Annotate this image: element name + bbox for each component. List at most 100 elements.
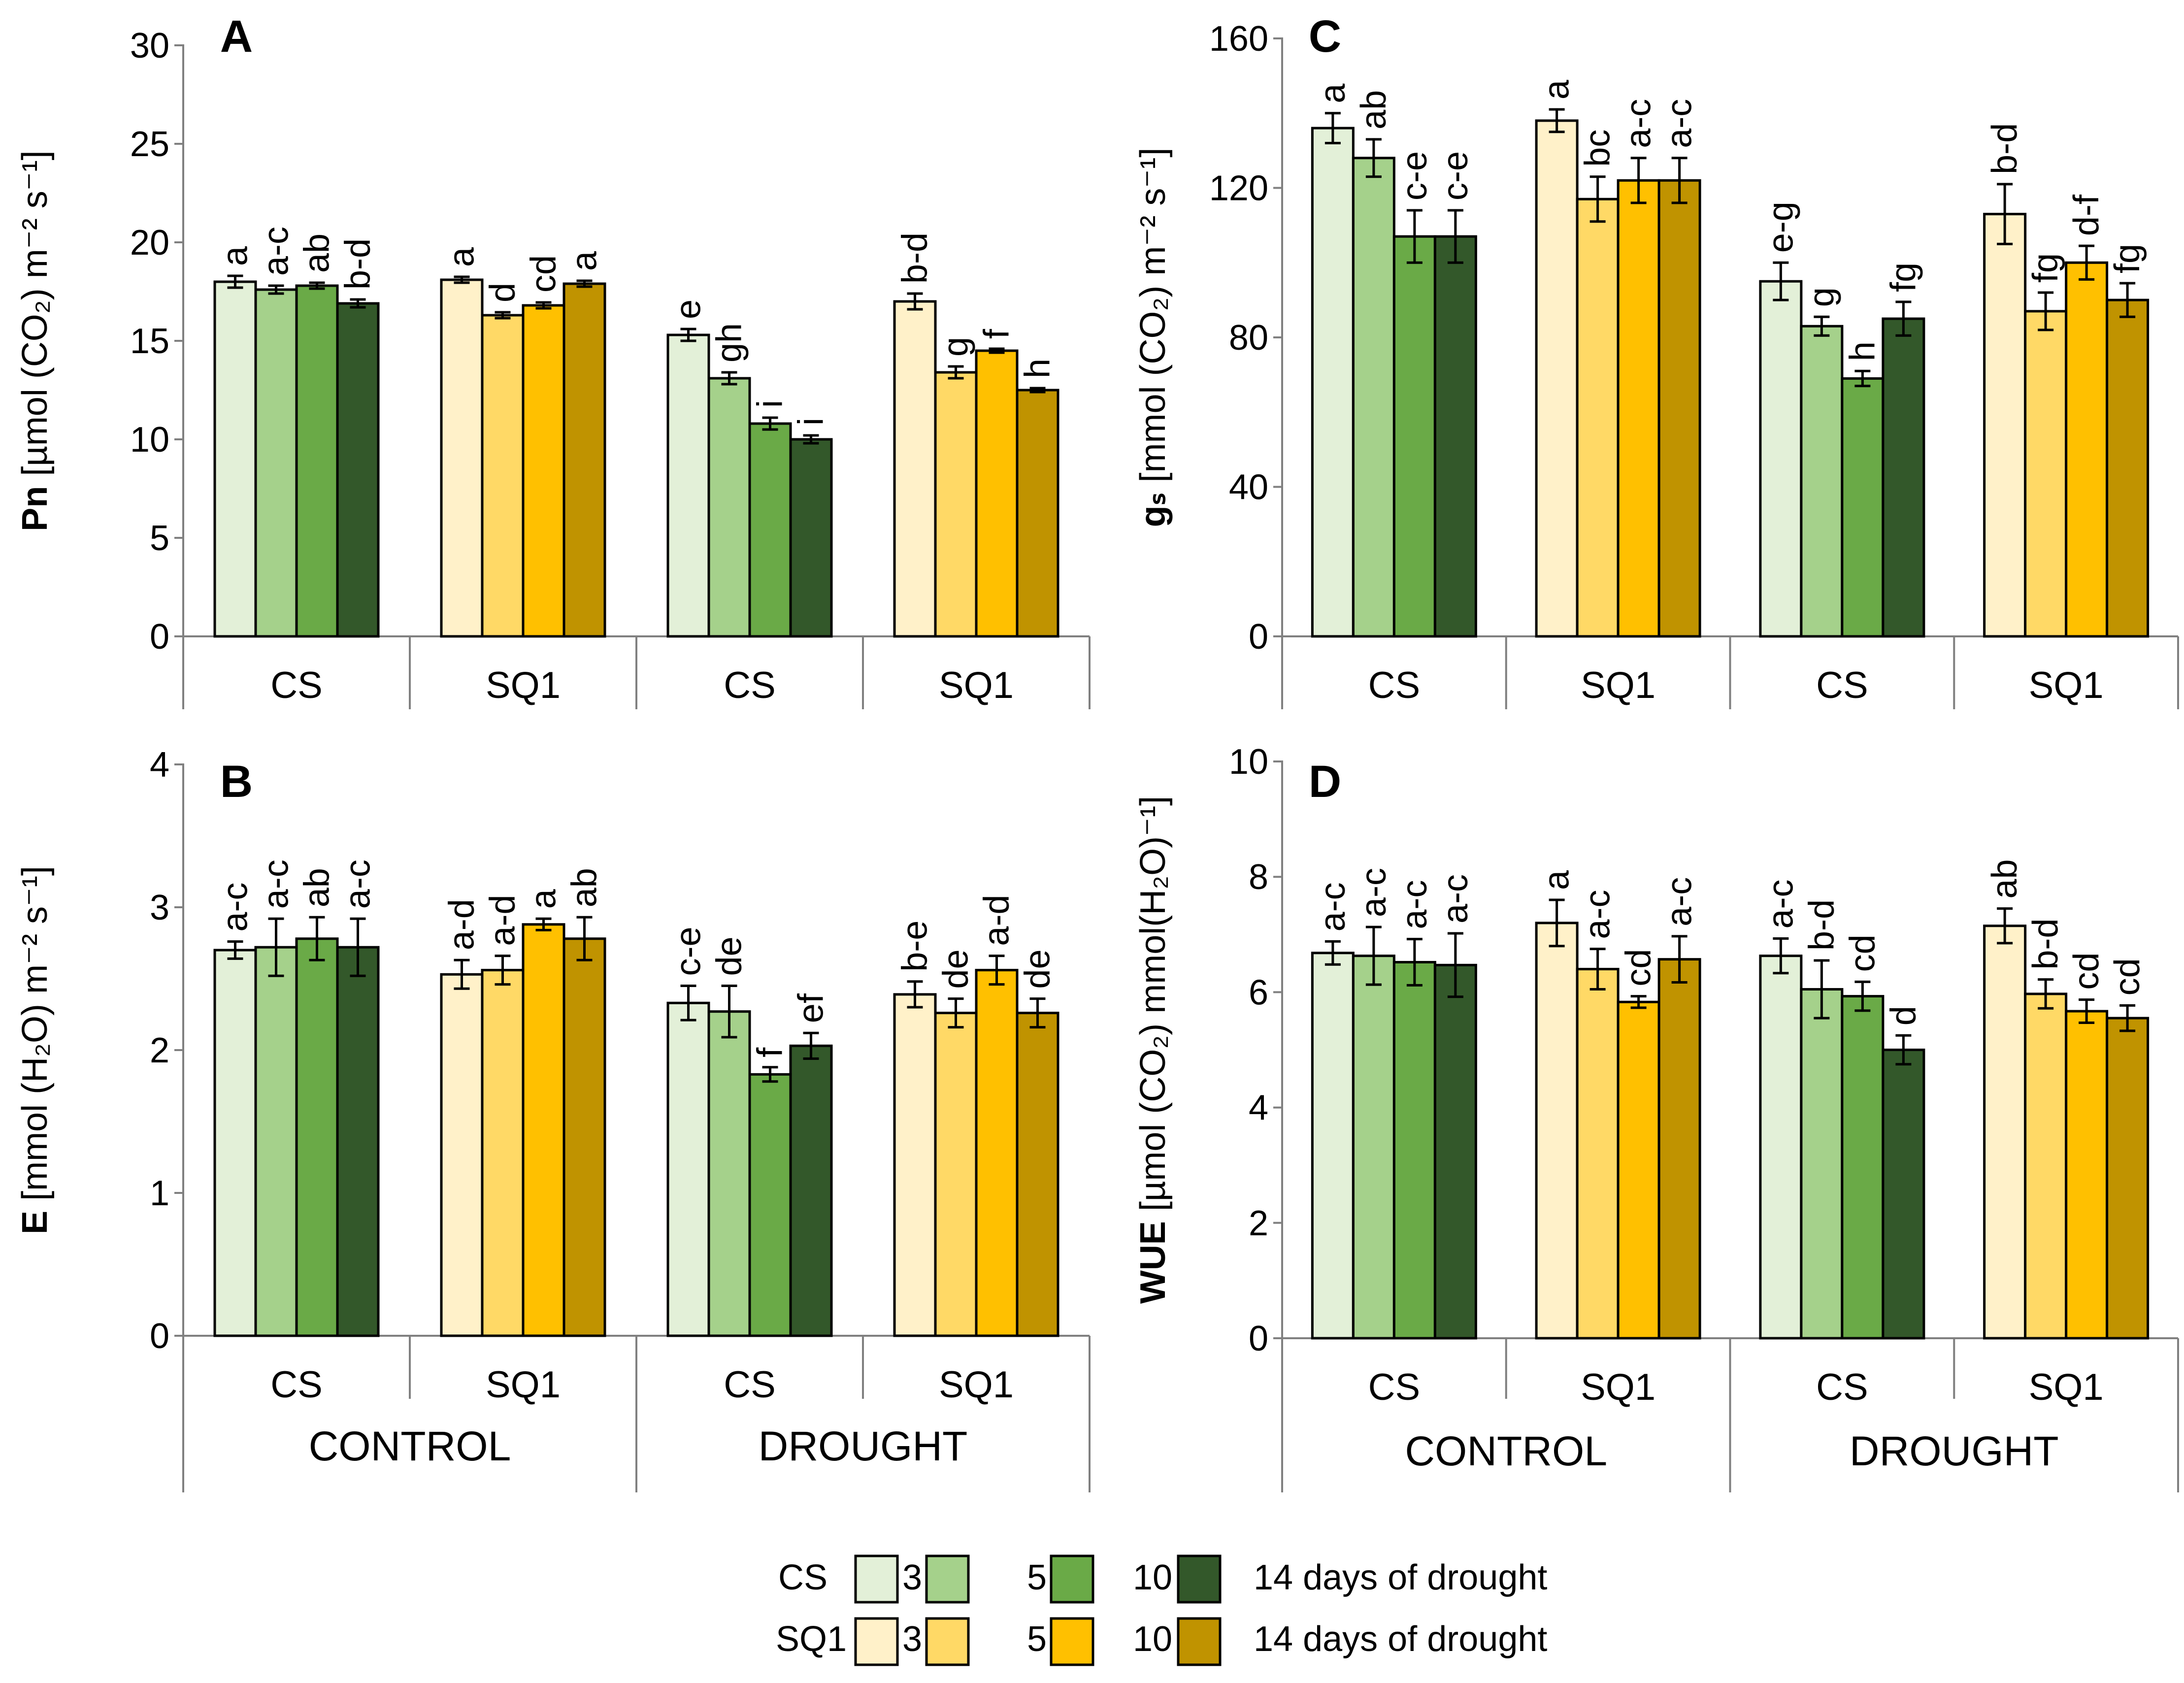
significance-letter: de bbox=[1018, 950, 1058, 989]
bar bbox=[336, 946, 380, 1337]
significance-letter: ef bbox=[792, 993, 831, 1023]
category-label: CS bbox=[270, 664, 323, 706]
legend-swatch-cs-14 bbox=[1177, 1554, 1222, 1604]
bar bbox=[563, 937, 606, 1337]
bar bbox=[481, 314, 525, 638]
y-axis-title-variable: E bbox=[15, 1211, 55, 1234]
legend-swatch-sq1-14 bbox=[1177, 1617, 1222, 1666]
panel-letter: A bbox=[220, 11, 253, 62]
bar bbox=[1800, 988, 1844, 1340]
bar bbox=[1392, 235, 1436, 638]
bar bbox=[1311, 952, 1355, 1340]
significance-letter: a-c bbox=[216, 883, 255, 932]
bar bbox=[1535, 119, 1579, 638]
significance-letter: h bbox=[1018, 359, 1058, 378]
significance-letter: a-c bbox=[1354, 868, 1393, 917]
bar bbox=[213, 280, 257, 638]
bar bbox=[336, 302, 380, 638]
panel-letter: B bbox=[220, 757, 253, 807]
y-axis-title-units: [mmol (CO₂) m⁻² s⁻¹] bbox=[1133, 148, 1173, 493]
y-axis-title: WUE [µmol (CO₂) mmol(H₂O)⁻¹] bbox=[1133, 796, 1173, 1304]
significance-letter: cd bbox=[2067, 953, 2106, 990]
category-label: CS bbox=[1816, 664, 1868, 706]
significance-letter: a-c bbox=[1578, 890, 1618, 939]
bar bbox=[1657, 179, 1701, 638]
significance-letter: g bbox=[1802, 287, 1841, 307]
y-tick-label: 40 bbox=[1229, 468, 1268, 507]
bar bbox=[440, 973, 484, 1337]
y-tick-label: 160 bbox=[1209, 19, 1268, 59]
y-tick-label: 1 bbox=[150, 1174, 169, 1213]
significance-letter: f bbox=[751, 1047, 790, 1057]
significance-letter: e-g bbox=[1761, 201, 1800, 253]
y-tick-label: 20 bbox=[130, 223, 169, 263]
y-tick-label: 10 bbox=[1229, 742, 1268, 782]
significance-letter: ab bbox=[298, 868, 337, 907]
significance-letter: ab bbox=[1985, 859, 2024, 899]
panel-letter: C bbox=[1309, 11, 1341, 62]
bar bbox=[1617, 1000, 1660, 1340]
significance-letter: ab bbox=[565, 868, 604, 907]
bar bbox=[440, 278, 484, 638]
significance-letter: cd bbox=[2108, 958, 2147, 995]
significance-letter: a-d bbox=[442, 899, 482, 950]
bar bbox=[2065, 1010, 2109, 1340]
legend-label-sq1: SQ1 bbox=[776, 1619, 847, 1659]
significance-letter: a-c bbox=[257, 227, 296, 276]
legend-label-cs: CS bbox=[778, 1558, 827, 1597]
category-label: SQ1 bbox=[1581, 664, 1655, 706]
y-tick-label: 10 bbox=[130, 420, 169, 460]
bar bbox=[563, 282, 606, 638]
y-tick-label: 8 bbox=[1249, 858, 1268, 897]
significance-letter: a-c bbox=[1761, 879, 1800, 928]
significance-letter: a-c bbox=[1436, 874, 1475, 924]
bar bbox=[934, 1012, 978, 1337]
panel-letter: D bbox=[1309, 757, 1341, 807]
category-label: SQ1 bbox=[486, 1364, 561, 1406]
bar bbox=[975, 969, 1019, 1337]
bar bbox=[1983, 213, 2027, 638]
treatment-label: CONTROL bbox=[309, 1423, 511, 1469]
bar bbox=[666, 333, 710, 638]
bar bbox=[1983, 924, 2027, 1340]
y-tick-label: 6 bbox=[1249, 973, 1268, 1012]
y-tick-label: 25 bbox=[130, 125, 169, 164]
y-axis-title-variable: Pn bbox=[15, 486, 55, 531]
significance-letter: a bbox=[565, 251, 604, 271]
y-tick-label: 4 bbox=[1249, 1089, 1268, 1128]
bar bbox=[1759, 955, 1803, 1340]
legend-label-cs-3: 3 bbox=[902, 1558, 922, 1597]
significance-letter: g bbox=[936, 337, 976, 357]
category-label: SQ1 bbox=[939, 664, 1014, 706]
legend-swatch-cs-3 bbox=[925, 1554, 970, 1604]
category-label: CS bbox=[1816, 1366, 1868, 1408]
bar bbox=[1016, 389, 1059, 638]
y-tick-label: 0 bbox=[150, 1317, 169, 1356]
legend-label-sq1-5: 5 bbox=[1027, 1619, 1047, 1659]
bar bbox=[748, 422, 792, 638]
bar bbox=[2024, 992, 2068, 1340]
bar bbox=[2106, 298, 2150, 638]
significance-letter: d bbox=[1884, 1006, 1923, 1025]
legend-swatch-cs-0 bbox=[854, 1554, 899, 1604]
bar bbox=[1016, 1012, 1059, 1337]
significance-letter: b-e bbox=[895, 921, 935, 972]
category-label: CS bbox=[1368, 1366, 1421, 1408]
legend-swatch-sq1-3 bbox=[925, 1617, 970, 1666]
category-label: SQ1 bbox=[2029, 664, 2104, 706]
bar bbox=[1576, 198, 1620, 638]
bar bbox=[1311, 127, 1355, 638]
bar bbox=[2024, 310, 2068, 638]
significance-letter: b-d bbox=[338, 238, 378, 290]
y-tick-label: 80 bbox=[1229, 318, 1268, 358]
significance-letter: a-c bbox=[1660, 877, 1699, 926]
significance-letter: f bbox=[977, 329, 1017, 339]
bar bbox=[1576, 968, 1620, 1340]
significance-letter: ab bbox=[298, 233, 337, 273]
